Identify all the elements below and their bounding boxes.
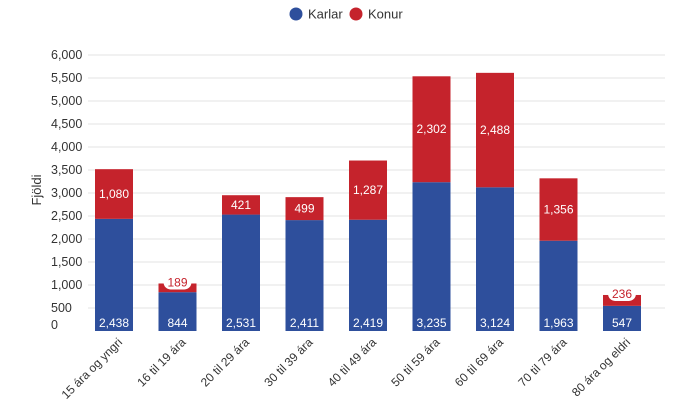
x-tick-label: 40 til 49 ára [325,335,379,389]
bar-karlar [158,292,197,331]
x-tick-label: 50 til 59 ára [388,335,442,389]
x-tick-label: 20 til 29 ára [198,335,252,389]
y-tick-label: 3,000 [51,186,82,200]
legend-marker-konur [349,7,363,21]
legend-label-karlar: Karlar [308,7,343,22]
data-label-bg-konur [163,275,192,290]
y-tick-label: 1,500 [51,255,82,269]
data-label-karlar: 3,124 [480,316,510,330]
y-tick-label: 2,500 [51,209,82,223]
bar-konur [412,76,451,183]
legend-marker-karlar [289,7,303,21]
bar-konur [476,72,514,188]
bar-konur [349,160,387,220]
y-tick-label: 4,500 [51,117,82,131]
data-label-konur: 499 [294,202,314,216]
data-label-karlar: 2,531 [226,316,256,330]
x-axis-ticks: 15 ára og yngri 16 til 19 ára 20 til 29 ár… [59,335,634,402]
y-tick-label: 5,500 [51,71,82,85]
bar-konur [95,169,133,219]
data-label-karlar: 3,235 [416,316,446,330]
data-label-konur: 2,488 [480,123,510,137]
y-tick-label: 5,000 [51,94,82,108]
data-label-karlar: 547 [612,316,632,330]
data-label-karlar: 1,963 [543,316,573,330]
bar-karlar [95,218,133,331]
data-label-konur: 1,080 [99,187,129,201]
bar-karlar [539,240,578,331]
bars: 2,438 1,080 844 189 2,531 421 2,411 499 2,419 1,2… [95,72,641,331]
data-label-konur: 2,302 [416,122,446,136]
x-tick-label: 30 til 39 ára [261,335,315,389]
data-label-karlar: 2,438 [99,316,129,330]
x-tick-label: 70 til 79 ára [515,335,569,389]
data-label-konur: 1,356 [543,203,573,217]
y-axis-label: Fjöldi [29,174,44,205]
data-label-konur: 1,287 [353,183,383,197]
y-axis-ticks: 0 500 1,000 1,500 2,000 2,500 3,000 3,500 4,000 4… [51,48,82,332]
data-label-karlar: 844 [167,316,187,330]
data-label-konur: 236 [612,287,632,301]
bar-karlar [222,214,260,331]
x-tick-label: 60 til 69 ára [452,335,506,389]
bar-konur [285,197,324,221]
data-label-bg-konur [608,286,636,301]
legend: Karlar Konur [289,7,403,22]
y-tick-label: 2,000 [51,232,82,246]
x-tick-label: 15 ára og yngri [59,335,126,402]
y-tick-label: 1,000 [51,278,82,292]
x-tick-label: 16 til 19 ára [134,335,188,389]
data-label-karlar: 2,419 [353,316,383,330]
y-tick-label: 3,500 [51,163,82,177]
y-tick-label: 4,000 [51,140,82,154]
bar-karlar [412,182,451,331]
bar-konur [539,178,578,241]
bar-karlar [476,187,514,331]
data-label-konur: 421 [231,198,251,212]
y-tick-label: 6,000 [51,48,82,62]
legend-label-konur: Konur [368,7,403,22]
y-tick-label: 500 [51,301,72,315]
bar-konur [222,195,260,215]
bar-karlar [603,305,641,331]
data-label-konur: 189 [167,275,187,289]
x-tick-label: 80 ára og eldri [569,335,633,399]
bar-karlar [285,220,324,331]
data-label-karlar: 2,411 [290,316,319,330]
bar-karlar [349,219,387,331]
y-tick-label: 0 [51,318,58,332]
